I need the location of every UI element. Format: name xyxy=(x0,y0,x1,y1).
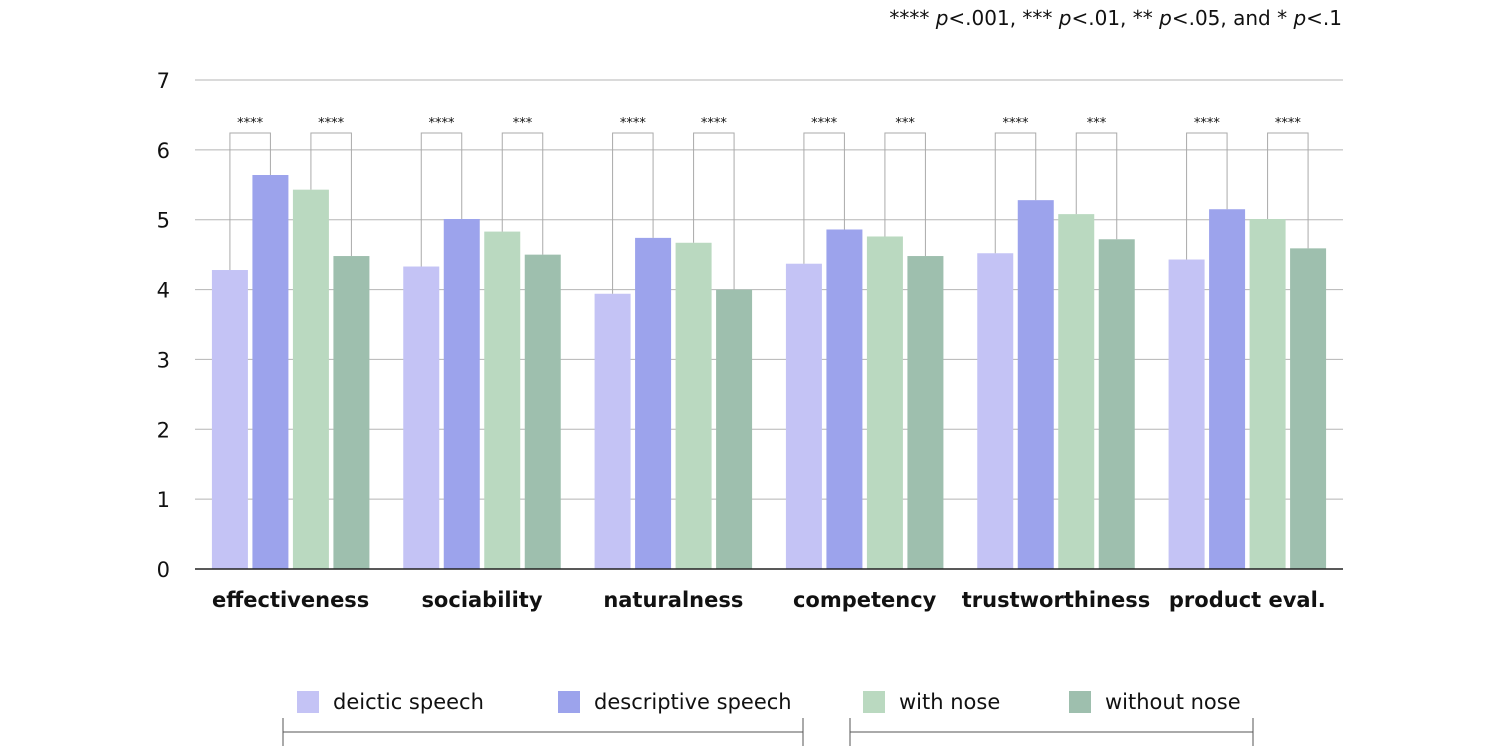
sig-stars-trustworthiness-nose: *** xyxy=(1087,116,1107,131)
bar-effectiveness-without-nose xyxy=(333,256,370,569)
bar-effectiveness-deictic-speech xyxy=(211,270,248,569)
y-tick-label-7: 7 xyxy=(157,69,170,93)
sig-stars-producteval-nose: **** xyxy=(1275,116,1302,131)
legend-swatch-without-nose xyxy=(1069,691,1091,713)
sig-note-prefix: **** xyxy=(889,6,930,30)
x-category-label-competency: competency xyxy=(793,588,937,612)
sig-note-t2: <.01, ** xyxy=(1071,6,1153,30)
sig-bracket-naturalness-speech xyxy=(612,132,654,294)
bar-sociability-without-nose xyxy=(524,254,561,569)
x-category-label-naturalness: naturalness xyxy=(603,588,743,612)
sig-bracket-sociability-speech xyxy=(420,132,463,267)
bar-competency-without-nose xyxy=(907,256,944,569)
legend-item-deictic-speech: deictic speech xyxy=(297,690,484,714)
sig-note-p1: p xyxy=(935,6,949,30)
sig-stars-competency-nose: *** xyxy=(895,116,915,131)
legend-item-without-nose: without nose xyxy=(1069,690,1241,714)
sig-bracket-trustworthiness-nose xyxy=(1075,132,1118,240)
bar-naturalness-descriptive-speech xyxy=(635,237,672,569)
bar-naturalness-with-nose xyxy=(675,242,712,569)
sig-bracket-trustworthiness-speech xyxy=(994,132,1037,254)
bar-sociability-descriptive-speech xyxy=(443,219,480,569)
sig-stars-competency-speech: **** xyxy=(811,116,838,131)
sig-note-p3: p xyxy=(1159,6,1172,30)
sig-bracket-competency-speech xyxy=(803,132,845,264)
sig-note-p2: p xyxy=(1058,6,1072,30)
legend-label-deictic-speech: deictic speech xyxy=(333,690,484,714)
y-tick-label-3: 3 xyxy=(157,348,170,372)
sig-bracket-producteval-nose xyxy=(1267,132,1309,249)
sig-note-t1: <.001, *** xyxy=(948,6,1053,30)
x-category-label-effectiveness: effectiveness xyxy=(212,588,369,612)
legend-label-with-nose: with nose xyxy=(899,690,1001,714)
sig-bracket-effectiveness-nose xyxy=(310,132,352,257)
legend-label-without-nose: without nose xyxy=(1105,690,1241,714)
sig-stars-naturalness-speech: **** xyxy=(620,116,647,131)
bar-naturalness-deictic-speech xyxy=(594,293,631,569)
legend-swatch-with-nose xyxy=(863,691,885,713)
sig-note-t4: <.1 xyxy=(1306,6,1342,30)
bar-producteval-without-nose xyxy=(1290,248,1327,569)
bar-effectiveness-with-nose xyxy=(292,189,329,569)
legend-label-descriptive-speech: descriptive speech xyxy=(594,690,792,714)
bar-trustworthiness-deictic-speech xyxy=(977,253,1014,569)
y-tick-label-6: 6 xyxy=(157,139,170,163)
sig-stars-sociability-nose: *** xyxy=(513,116,533,131)
legend-item-with-nose: with nose xyxy=(863,690,1000,714)
legend-item-descriptive-speech: descriptive speech xyxy=(558,690,792,714)
bar-competency-descriptive-speech xyxy=(826,229,863,569)
sig-note-p4: p xyxy=(1293,6,1307,30)
x-category-label-trustworthiness: trustworthiness xyxy=(962,588,1150,612)
y-tick-label-0: 0 xyxy=(157,558,170,582)
sig-stars-producteval-speech: **** xyxy=(1194,116,1221,131)
legend-swatch-descriptive-speech xyxy=(558,691,580,713)
legend-group-brackets xyxy=(282,718,1254,746)
legend-swatch-deictic-speech xyxy=(297,691,319,713)
sig-bracket-naturalness-nose xyxy=(693,132,735,290)
bar-sociability-with-nose xyxy=(484,231,521,569)
bar-naturalness-without-nose xyxy=(716,289,753,569)
y-tick-label-5: 5 xyxy=(157,209,170,233)
y-tick-label-4: 4 xyxy=(157,279,170,303)
sig-stars-trustworthiness-speech: **** xyxy=(1003,116,1030,131)
y-tick-label-1: 1 xyxy=(157,488,170,512)
bar-competency-with-nose xyxy=(866,236,903,570)
bar-trustworthiness-with-nose xyxy=(1058,214,1095,569)
bar-sociability-deictic-speech xyxy=(403,266,440,569)
sig-stars-naturalness-nose: **** xyxy=(701,116,728,131)
sig-stars-sociability-speech: **** xyxy=(429,116,456,131)
sig-stars-effectiveness-speech: **** xyxy=(237,116,264,131)
sig-bracket-effectiveness-speech xyxy=(229,132,271,271)
x-category-label-producteval: product eval. xyxy=(1169,588,1326,612)
x-category-label-sociability: sociability xyxy=(421,588,542,612)
sig-bracket-sociability-nose xyxy=(501,132,544,255)
legend: deictic speech descriptive speech with n… xyxy=(0,690,1500,746)
sig-note-t3: <.05, and * xyxy=(1171,6,1288,30)
bar-producteval-with-nose xyxy=(1249,219,1286,569)
y-tick-label-2: 2 xyxy=(157,418,170,442)
sig-stars-effectiveness-nose: **** xyxy=(318,116,345,131)
significance-note: **** p<.001, *** p<.01, ** p<.05, and * … xyxy=(889,6,1342,30)
sig-bracket-competency-nose xyxy=(884,132,926,257)
sig-bracket-producteval-speech xyxy=(1186,132,1228,260)
legend-bracket-speech xyxy=(282,718,804,746)
bar-trustworthiness-without-nose xyxy=(1098,239,1135,569)
bar-producteval-descriptive-speech xyxy=(1209,209,1246,569)
bar-effectiveness-descriptive-speech xyxy=(252,175,289,569)
bar-trustworthiness-descriptive-speech xyxy=(1017,200,1054,569)
bar-producteval-deictic-speech xyxy=(1168,259,1205,569)
legend-bracket-nose xyxy=(849,718,1254,746)
bar-competency-deictic-speech xyxy=(785,263,822,569)
